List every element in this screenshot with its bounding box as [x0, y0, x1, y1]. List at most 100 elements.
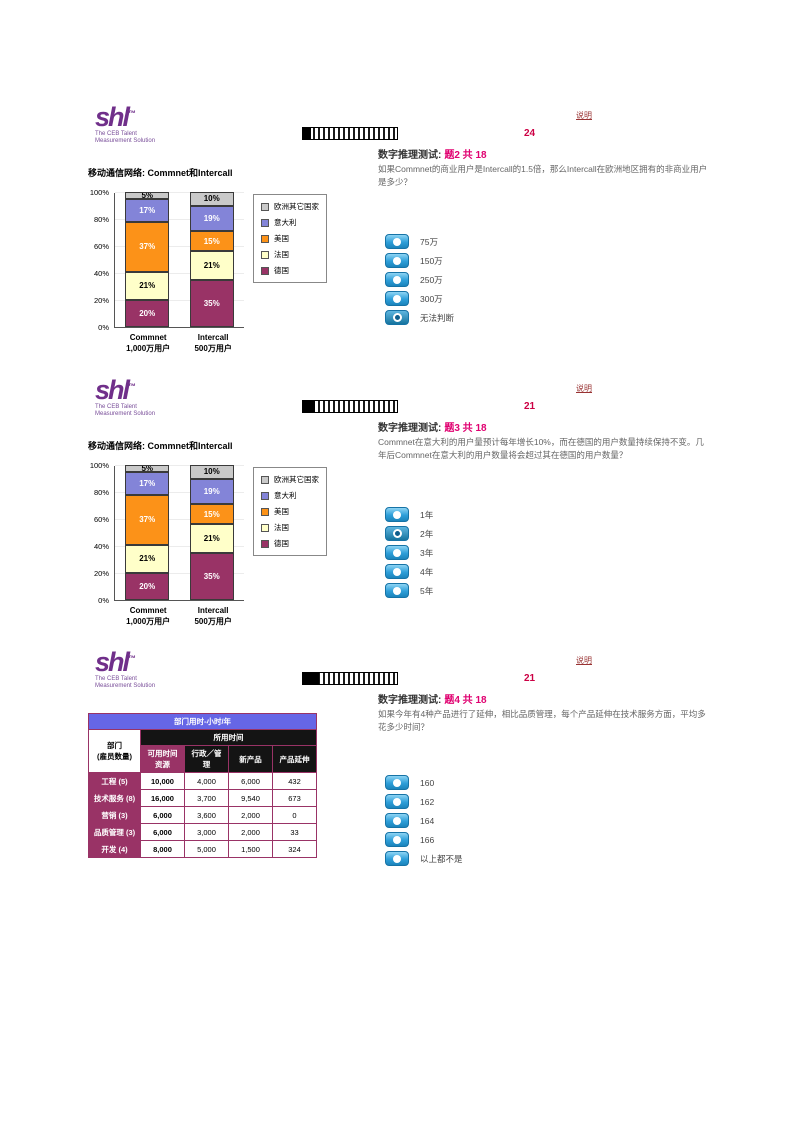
question-position: 题3 共 18: [444, 423, 487, 434]
radio-button[interactable]: [385, 813, 409, 828]
stacked-bar-Commnet: 5% 17% 37% 21% 20%: [125, 191, 170, 327]
table-row: 技术服务 (8) 16,000 3,700 9,540 673: [88, 789, 317, 807]
y-tick-label: 100%: [89, 461, 109, 470]
radio-button[interactable]: [385, 564, 409, 579]
y-axis: 100% 80% 60% 40% 20% 0%: [88, 188, 114, 332]
radio-dot: [393, 778, 401, 787]
option-label: 166: [420, 834, 435, 845]
answer-option[interactable]: 250万: [385, 270, 454, 289]
radio-button-selected[interactable]: [385, 310, 409, 325]
radio-button[interactable]: [385, 583, 409, 598]
legend-swatch: [261, 523, 269, 532]
table-cell: 10,000: [140, 772, 185, 790]
radio-dot: [393, 854, 401, 863]
bar-segment: 17%: [125, 471, 170, 495]
logo-word: shl: [95, 375, 130, 405]
instructions-link[interactable]: 说明: [576, 384, 592, 393]
stacked-bar-chart: 100% 80% 60% 40% 20% 0% 5% 17% 37% 21% 20% 10% 19% 15…: [88, 461, 327, 605]
option-label: 160: [420, 777, 435, 788]
answer-option[interactable]: 1年: [385, 505, 433, 524]
row-header: 开发 (4): [88, 840, 141, 858]
option-label: 5年: [420, 585, 434, 596]
bar-segment: 10%: [189, 192, 234, 206]
answer-option[interactable]: 以上都不是: [385, 849, 463, 868]
row-header: 营销 (3): [88, 806, 141, 824]
gridline: [115, 465, 244, 466]
test-name: 数字推理测试:: [378, 695, 442, 706]
answer-option[interactable]: 75万: [385, 232, 454, 251]
question-2-panel: shl™ The CEB Talent Measurement Solution…: [0, 100, 800, 370]
progress-fill: [303, 673, 319, 684]
instructions-link[interactable]: 说明: [576, 111, 592, 120]
answer-option[interactable]: 3年: [385, 543, 433, 562]
answer-option[interactable]: 150万: [385, 251, 454, 270]
radio-button-selected[interactable]: [385, 526, 409, 541]
radio-button[interactable]: [385, 794, 409, 809]
bar-segment: 21%: [189, 251, 234, 280]
logo-word: shl: [95, 102, 130, 132]
answer-option[interactable]: 164: [385, 811, 463, 830]
bar-category-label: Commnet 1,000万用户: [126, 333, 171, 353]
answer-option[interactable]: 4年: [385, 562, 433, 581]
y-tick-label: 20%: [93, 569, 109, 578]
radio-button[interactable]: [385, 507, 409, 522]
option-label: 3年: [420, 547, 434, 558]
table-cell: 2,000: [228, 823, 273, 841]
answer-option[interactable]: 无法判断: [385, 308, 454, 327]
y-tick-label: 20%: [93, 296, 109, 305]
row-header: 工程 (5): [88, 772, 141, 790]
table-cell: 673: [272, 789, 317, 807]
answer-option[interactable]: 160: [385, 773, 463, 792]
gridline: [115, 300, 244, 301]
bar-segment: 20%: [125, 572, 170, 600]
table-row: 品质管理 (3) 6,000 3,000 2,000 33: [88, 823, 317, 841]
question-4-panel: shl™ The CEB Talent Measurement Solution…: [0, 645, 800, 915]
table-cell: 3,600: [184, 806, 229, 824]
radio-button[interactable]: [385, 234, 409, 249]
bar-segment: 15%: [189, 231, 234, 252]
table-cell: 33: [272, 823, 317, 841]
radio-dot: [393, 275, 401, 284]
table-cell: 1,500: [228, 840, 273, 858]
legend-label: 意大利: [274, 218, 297, 227]
answer-option[interactable]: 2年: [385, 524, 433, 543]
chart-block: 移动通信网络: Commnet和Intercall 100% 80% 60% 40% 2…: [88, 439, 327, 628]
legend-swatch: [261, 202, 269, 211]
bar-segment: 5%: [125, 191, 170, 200]
table-cell: 324: [272, 840, 317, 858]
option-label: 1年: [420, 509, 434, 520]
answer-option[interactable]: 300万: [385, 289, 454, 308]
gridline: [115, 246, 244, 247]
table-cell: 16,000: [140, 789, 185, 807]
instructions-link[interactable]: 说明: [576, 656, 592, 665]
chart-block: 移动通信网络: Commnet和Intercall 100% 80% 60% 40% 2…: [88, 166, 327, 355]
radio-button[interactable]: [385, 832, 409, 847]
bar-category-label: Intercall 500万用户: [194, 333, 232, 353]
test-name: 数字推理测试:: [378, 423, 442, 434]
bar-segment: 35%: [189, 552, 234, 600]
radio-button[interactable]: [385, 272, 409, 287]
option-label: 75万: [420, 236, 438, 247]
answer-option[interactable]: 162: [385, 792, 463, 811]
legend-swatch: [261, 539, 269, 548]
radio-button[interactable]: [385, 851, 409, 866]
answer-option[interactable]: 166: [385, 830, 463, 849]
legend-item: 意大利: [261, 217, 319, 228]
legend-item: 法国: [261, 249, 319, 260]
radio-button[interactable]: [385, 545, 409, 560]
plot-area: 5% 17% 37% 21% 20% 10% 19% 15% 21% 35%: [114, 191, 244, 328]
table-cell: 3,700: [184, 789, 229, 807]
radio-button[interactable]: [385, 253, 409, 268]
radio-button[interactable]: [385, 291, 409, 306]
legend-swatch: [261, 475, 269, 484]
shl-logo-text: shl™: [95, 375, 155, 405]
radio-dot: [393, 816, 401, 825]
gridline: [115, 192, 244, 193]
radio-dot: [393, 510, 401, 519]
table-cell: 0: [272, 806, 317, 824]
radio-button[interactable]: [385, 775, 409, 790]
test-name: 数字推理测试:: [378, 150, 442, 161]
column-header: 产品延伸: [272, 745, 317, 773]
answer-option[interactable]: 5年: [385, 581, 433, 600]
table-cell: 8,000: [140, 840, 185, 858]
